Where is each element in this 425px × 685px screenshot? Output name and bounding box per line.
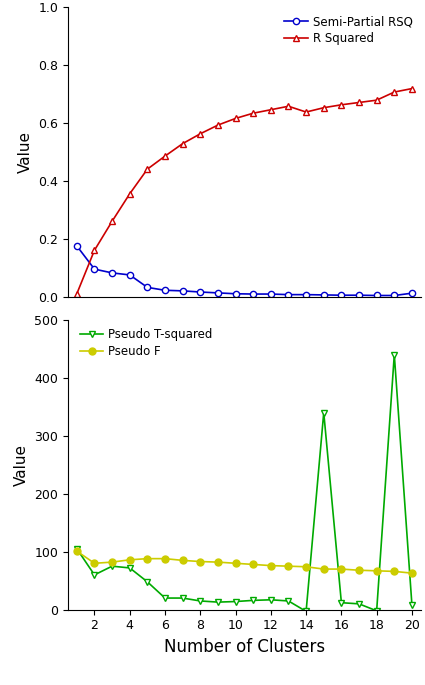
- Pseudo F: [374, 566, 379, 575]
- X-axis label: Number of Clusters: Number of Clusters: [164, 638, 325, 656]
- Pseudo T-squared: [162, 594, 167, 602]
- Pseudo F: [339, 565, 344, 573]
- Semi-Partial RSQ: [286, 290, 291, 299]
- R Squared: [392, 88, 397, 96]
- R Squared: [233, 114, 238, 123]
- Pseudo F: [74, 547, 79, 556]
- Semi-Partial RSQ: [145, 284, 150, 292]
- Pseudo F: [215, 558, 221, 566]
- R Squared: [145, 165, 150, 173]
- Pseudo T-squared: [409, 601, 414, 609]
- Pseudo F: [392, 567, 397, 575]
- Pseudo T-squared: [145, 577, 150, 586]
- Semi-Partial RSQ: [321, 291, 326, 299]
- Pseudo T-squared: [180, 594, 185, 602]
- Pseudo F: [110, 558, 115, 566]
- Semi-Partial RSQ: [233, 290, 238, 298]
- Pseudo T-squared: [198, 597, 203, 605]
- Pseudo F: [357, 566, 362, 574]
- Semi-Partial RSQ: [374, 291, 379, 299]
- Pseudo F: [286, 562, 291, 571]
- Semi-Partial RSQ: [127, 271, 132, 279]
- Pseudo T-squared: [374, 607, 379, 615]
- Pseudo T-squared: [233, 597, 238, 606]
- Pseudo T-squared: [110, 562, 115, 571]
- R Squared: [92, 246, 97, 254]
- R Squared: [357, 99, 362, 107]
- Pseudo T-squared: [215, 598, 221, 606]
- Semi-Partial RSQ: [339, 291, 344, 299]
- Pseudo F: [198, 558, 203, 566]
- Semi-Partial RSQ: [162, 286, 167, 295]
- R Squared: [162, 152, 167, 160]
- Pseudo F: [180, 556, 185, 564]
- R Squared: [409, 84, 414, 92]
- Pseudo F: [162, 555, 167, 563]
- R Squared: [127, 190, 132, 198]
- Pseudo T-squared: [127, 564, 132, 572]
- R Squared: [286, 102, 291, 110]
- Line: Pseudo T-squared: Pseudo T-squared: [74, 351, 415, 615]
- R Squared: [321, 103, 326, 112]
- R Squared: [268, 105, 273, 114]
- Semi-Partial RSQ: [215, 289, 221, 297]
- Semi-Partial RSQ: [180, 287, 185, 295]
- R Squared: [303, 108, 309, 116]
- R Squared: [74, 290, 79, 298]
- Line: R Squared: R Squared: [74, 85, 415, 297]
- Line: Semi-Partial RSQ: Semi-Partial RSQ: [74, 242, 415, 299]
- Pseudo T-squared: [92, 571, 97, 579]
- Pseudo F: [409, 569, 414, 577]
- Semi-Partial RSQ: [74, 242, 79, 250]
- Semi-Partial RSQ: [357, 291, 362, 299]
- Pseudo F: [233, 559, 238, 567]
- R Squared: [198, 129, 203, 138]
- Pseudo T-squared: [339, 599, 344, 607]
- Legend: Pseudo T-squared, Pseudo F: Pseudo T-squared, Pseudo F: [77, 326, 215, 360]
- Pseudo F: [92, 559, 97, 567]
- Semi-Partial RSQ: [409, 289, 414, 297]
- Pseudo F: [303, 562, 309, 571]
- R Squared: [110, 217, 115, 225]
- Semi-Partial RSQ: [303, 290, 309, 299]
- Pseudo T-squared: [268, 596, 273, 604]
- Pseudo T-squared: [303, 608, 309, 616]
- Semi-Partial RSQ: [392, 291, 397, 299]
- Semi-Partial RSQ: [251, 290, 256, 298]
- R Squared: [180, 140, 185, 148]
- Semi-Partial RSQ: [110, 269, 115, 277]
- Pseudo T-squared: [392, 351, 397, 359]
- Pseudo T-squared: [74, 545, 79, 553]
- R Squared: [339, 101, 344, 109]
- Y-axis label: Value: Value: [18, 131, 33, 173]
- Semi-Partial RSQ: [92, 265, 97, 273]
- Pseudo F: [268, 562, 273, 570]
- Pseudo F: [127, 556, 132, 564]
- Pseudo F: [321, 565, 326, 573]
- Legend: Semi-Partial RSQ, R Squared: Semi-Partial RSQ, R Squared: [282, 13, 415, 47]
- R Squared: [215, 121, 221, 129]
- R Squared: [251, 109, 256, 117]
- Y-axis label: Value: Value: [14, 444, 29, 486]
- Line: Pseudo F: Pseudo F: [74, 547, 415, 577]
- Semi-Partial RSQ: [198, 288, 203, 296]
- Pseudo F: [251, 560, 256, 569]
- Pseudo T-squared: [286, 597, 291, 605]
- Pseudo T-squared: [251, 596, 256, 604]
- R Squared: [374, 96, 379, 104]
- Pseudo T-squared: [321, 408, 326, 416]
- Pseudo T-squared: [357, 600, 362, 608]
- Semi-Partial RSQ: [268, 290, 273, 298]
- Pseudo F: [145, 555, 150, 563]
